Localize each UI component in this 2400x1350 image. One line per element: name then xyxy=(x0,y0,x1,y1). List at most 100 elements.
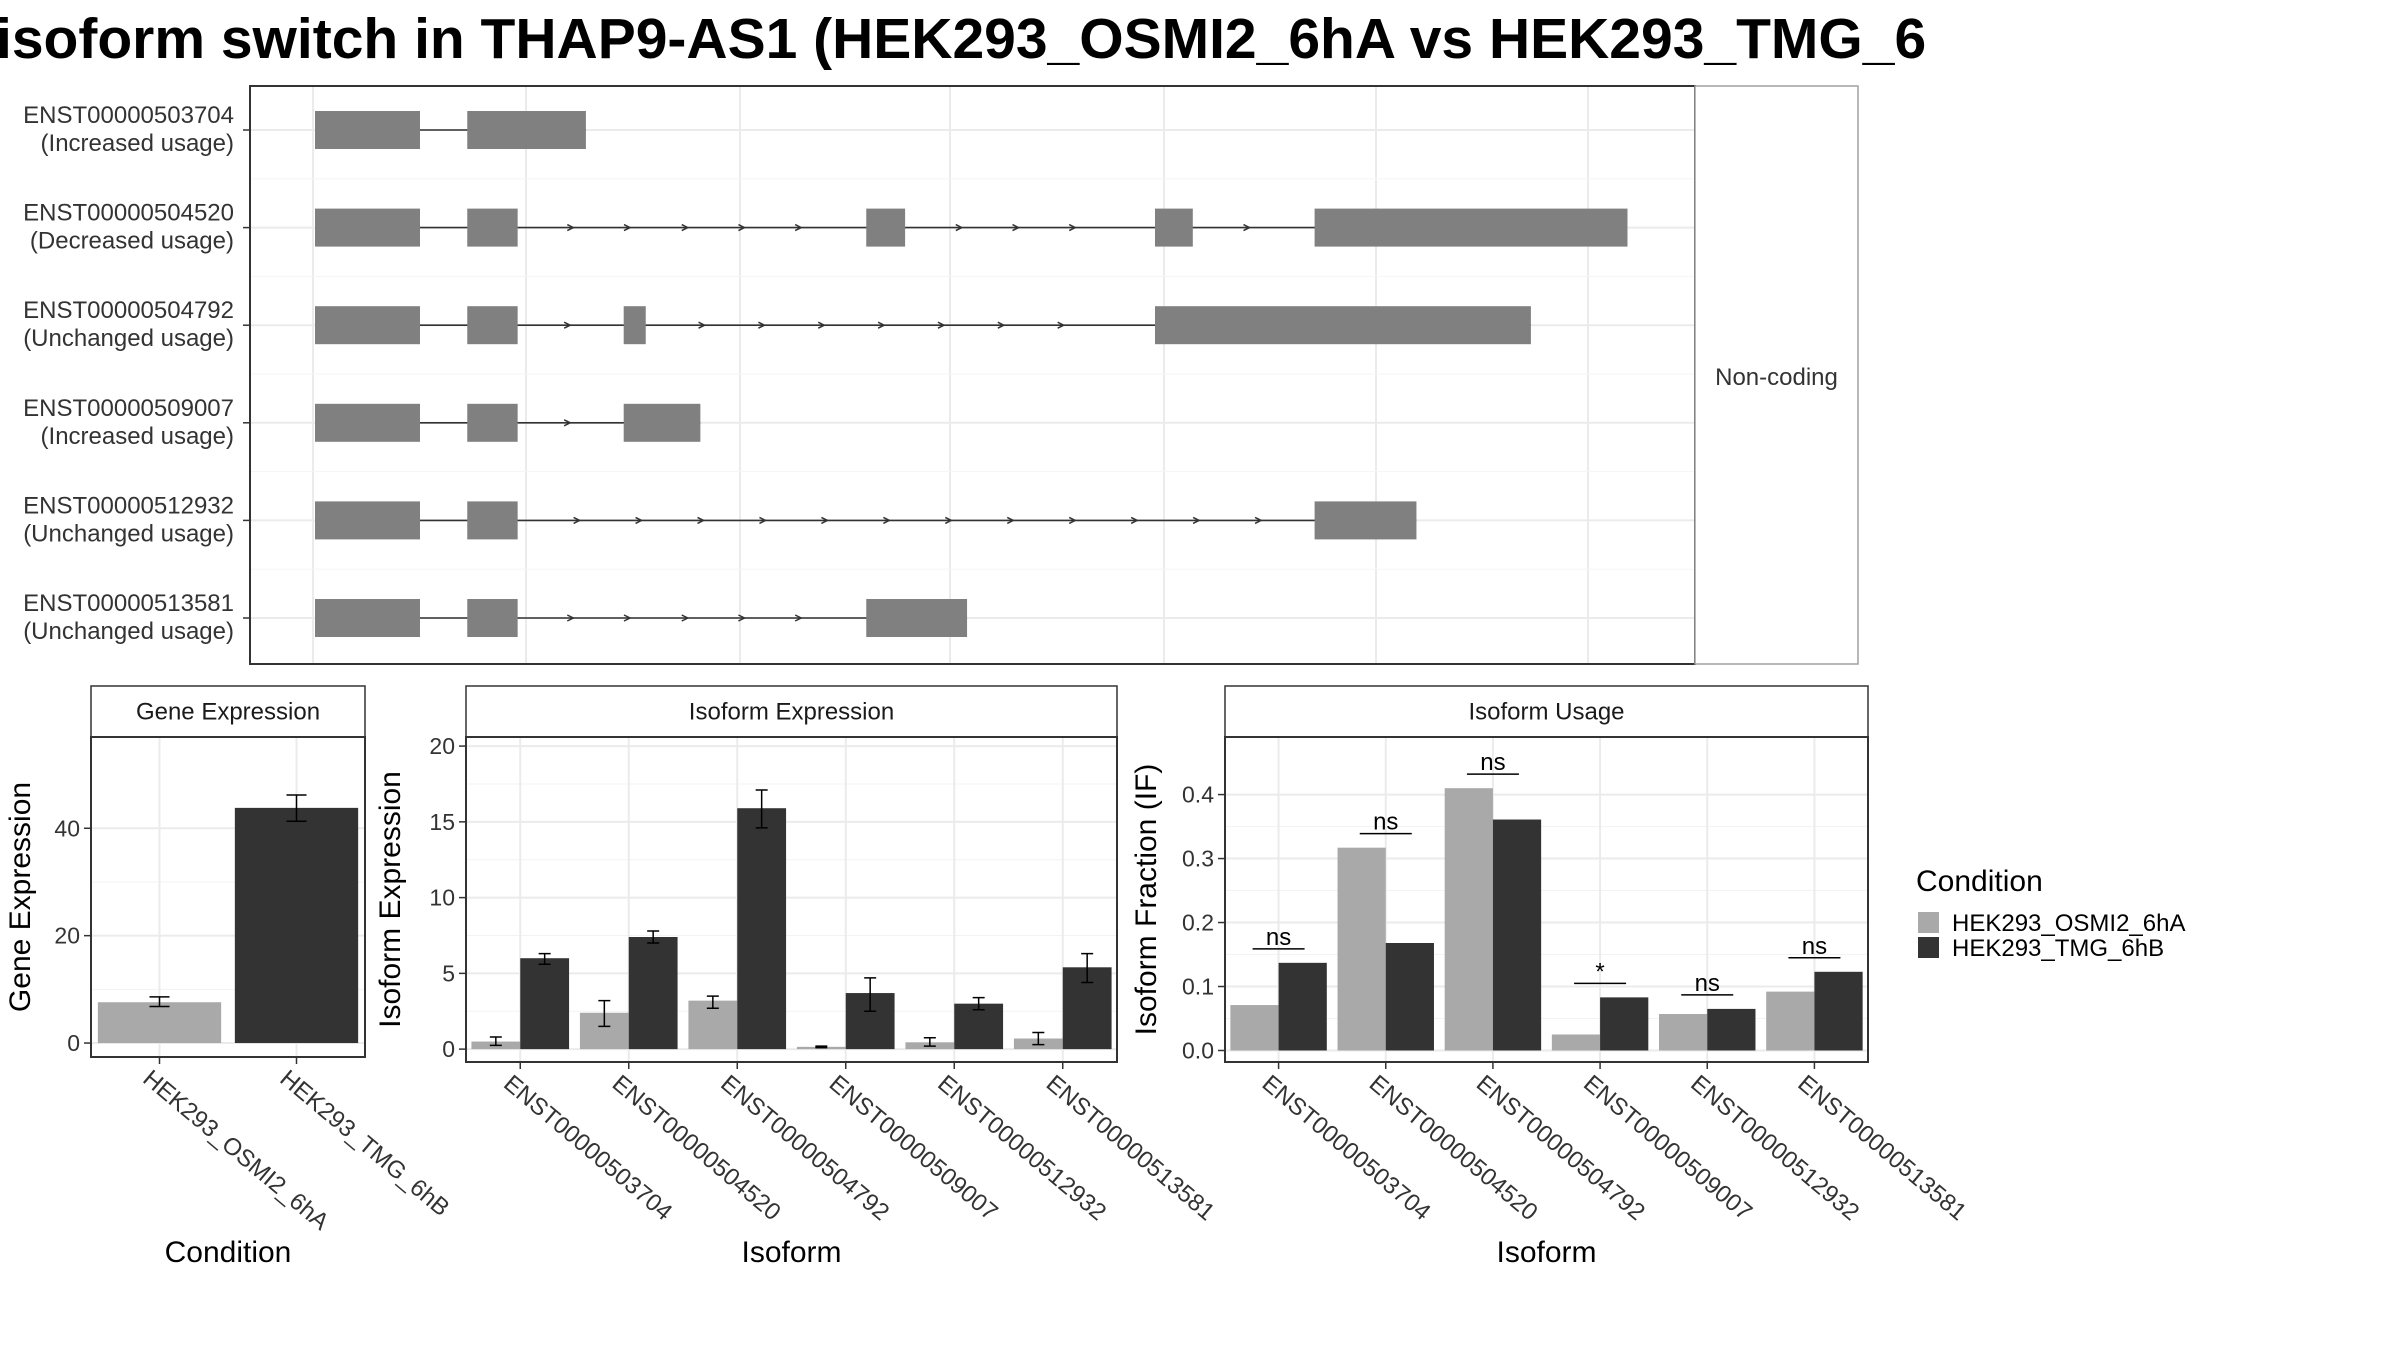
y-tick-label: 10 xyxy=(429,885,455,911)
intron-direction-arrow xyxy=(955,223,964,232)
error-bar xyxy=(286,794,307,823)
exon-block xyxy=(1314,208,1628,247)
structure-facet-label: Non-coding xyxy=(1715,364,1838,391)
exon-block xyxy=(1314,501,1417,540)
panel-strip xyxy=(90,685,366,738)
legend-label-tmg: HEK293_TMG_6hB xyxy=(1952,935,2164,962)
panel-background xyxy=(466,737,1117,1062)
transcript-id-label: ENST00000509007 xyxy=(23,395,234,422)
panel-title: Isoform Usage xyxy=(1468,699,1624,726)
bar xyxy=(1707,1008,1756,1051)
intron-direction-arrow xyxy=(1057,321,1066,329)
intron-direction-arrow xyxy=(566,223,575,232)
y-tick-label: 0 xyxy=(442,1036,455,1062)
intron-direction-arrow xyxy=(1068,223,1077,232)
intron-direction-arrow xyxy=(635,516,644,525)
intron-direction-arrow xyxy=(681,223,690,232)
panel-title: Isoform Expression xyxy=(689,699,894,726)
y-tick-label: 0.2 xyxy=(1182,910,1214,936)
bar xyxy=(1659,1014,1708,1051)
transcript-id-label: ENST00000504792 xyxy=(23,297,234,324)
exon-block xyxy=(467,111,586,149)
intron-direction-arrow xyxy=(794,223,803,232)
bar xyxy=(1444,788,1493,1051)
intron-direction-arrow xyxy=(623,223,632,232)
exon-block xyxy=(467,306,518,345)
condition-legend: Condition HEK293_OSMI2_6hA HEK293_TMG_6h… xyxy=(1916,865,2185,962)
intron-direction-arrow xyxy=(937,321,946,329)
transcript-usage-label: (Decreased usage) xyxy=(30,228,234,255)
intron-direction-arrow xyxy=(563,321,572,329)
legend-swatch-osmi xyxy=(1918,912,1939,933)
intron-direction-arrow xyxy=(573,516,582,525)
bar xyxy=(954,1003,1004,1050)
exon-block xyxy=(467,501,518,540)
significance-label: ns xyxy=(1480,749,1505,776)
transcript-usage-label: (Increased usage) xyxy=(41,130,234,157)
transcript-id-label: ENST00000504520 xyxy=(23,200,234,227)
y-tick-label: 0.3 xyxy=(1182,846,1214,872)
legend-swatch-tmg xyxy=(1918,937,1939,958)
bar xyxy=(1337,847,1386,1051)
exon-block xyxy=(315,111,420,149)
bar xyxy=(1766,991,1815,1051)
transcript-usage-label: (Unchanged usage) xyxy=(23,325,234,352)
intron-direction-arrow xyxy=(698,321,707,329)
error-bar xyxy=(706,995,719,1009)
bar xyxy=(1230,1005,1279,1051)
structure-facet-strip xyxy=(1694,85,1859,665)
panel-border xyxy=(465,736,1118,1063)
intron-direction-arrow xyxy=(566,614,575,622)
exon-block xyxy=(467,403,518,442)
y-tick-label: 20 xyxy=(429,733,455,759)
exon-block xyxy=(623,306,646,345)
intron-direction-arrow xyxy=(1243,223,1252,232)
exon-block xyxy=(315,403,420,442)
figure-title: isoform switch in THAP9-AS1 (HEK293_OSMI… xyxy=(0,7,1926,71)
y-axis-title: Gene Expression xyxy=(4,782,37,1012)
significance-label: ns xyxy=(1802,933,1827,960)
y-tick-label: 0 xyxy=(67,1030,80,1056)
panel-title: Gene Expression xyxy=(136,699,320,726)
transcript-structure-panel: ENST00000503704(Increased usage)ENST0000… xyxy=(23,85,1859,665)
significance-label: ns xyxy=(1695,970,1720,997)
error-bar xyxy=(1032,1031,1045,1046)
transcript-id-label: ENST00000513581 xyxy=(23,590,234,617)
bar xyxy=(234,807,359,1044)
intron-direction-arrow xyxy=(623,614,632,622)
error-bar xyxy=(755,789,768,829)
error-bar xyxy=(1081,952,1094,984)
bar xyxy=(520,958,570,1050)
bar xyxy=(1600,997,1649,1051)
exon-block xyxy=(315,501,420,540)
y-tick-label: 40 xyxy=(54,815,80,841)
panel-border xyxy=(1224,736,1869,1063)
error-bar xyxy=(923,1037,936,1047)
bar xyxy=(628,937,678,1050)
intron-direction-arrow xyxy=(1130,516,1139,525)
y-axis-title: Isoform Fraction (IF) xyxy=(1130,764,1163,1036)
transcript-id-label: ENST00000512932 xyxy=(23,492,234,519)
error-bar xyxy=(864,977,877,1012)
bar xyxy=(1492,819,1542,1051)
exon-block xyxy=(623,403,701,442)
exon-block xyxy=(866,208,906,247)
significance-label: ns xyxy=(1373,809,1398,836)
bar xyxy=(1551,1034,1601,1051)
exon-block xyxy=(467,599,518,637)
intron-direction-arrow xyxy=(1192,516,1201,525)
intron-direction-arrow xyxy=(1068,516,1077,525)
transcript-usage-label: (Increased usage) xyxy=(41,423,234,450)
intron-direction-arrow xyxy=(821,516,830,525)
y-tick-label: 5 xyxy=(442,960,455,986)
bar xyxy=(1385,943,1434,1051)
intron-direction-arrow xyxy=(738,614,747,622)
intron-direction-arrow xyxy=(883,516,892,525)
x-axis-title: Isoform xyxy=(741,1236,841,1269)
intron-direction-arrow xyxy=(817,321,826,329)
transcript-usage-label: (Unchanged usage) xyxy=(23,520,234,547)
intron-direction-arrow xyxy=(758,321,767,329)
exon-block xyxy=(1155,208,1193,247)
intron-direction-arrow xyxy=(794,614,803,622)
